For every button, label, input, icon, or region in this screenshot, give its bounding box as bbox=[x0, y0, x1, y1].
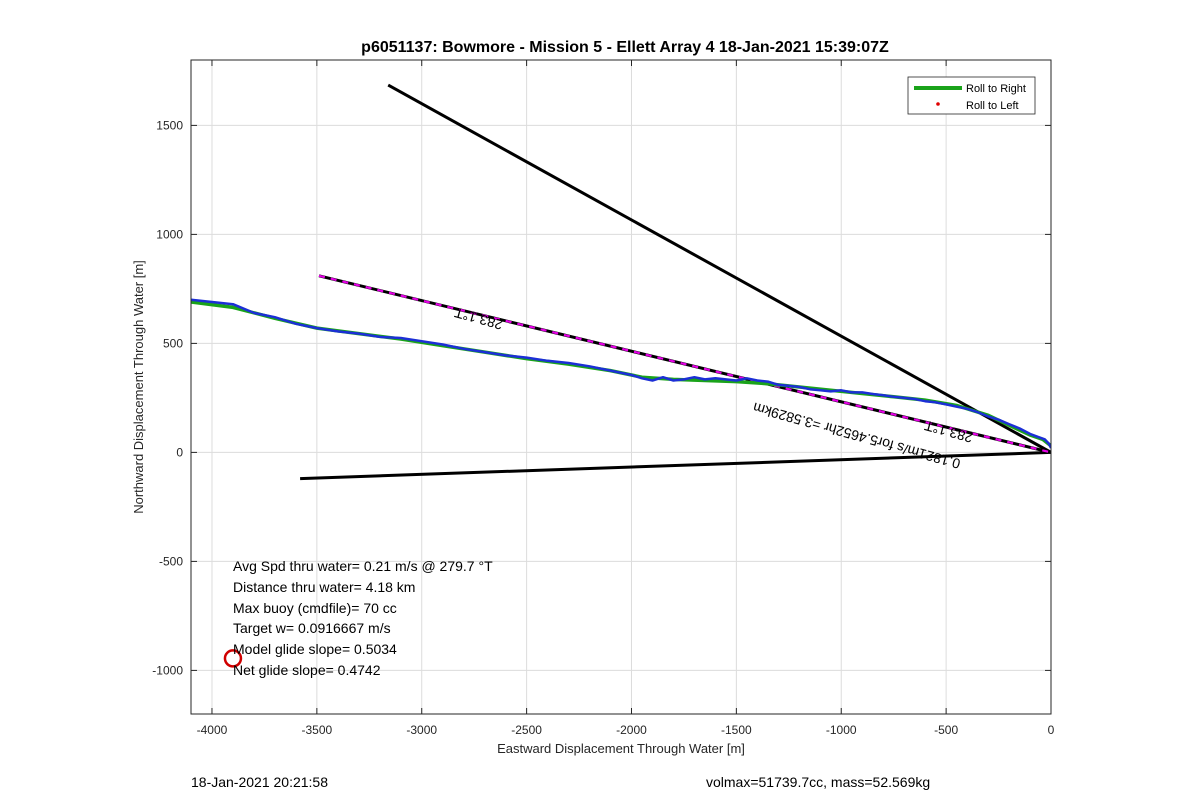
line-lower-bound bbox=[300, 450, 1051, 481]
x-tick-label: -2500 bbox=[511, 723, 542, 737]
y-tick-label: -500 bbox=[159, 554, 183, 568]
stat-model-glide: Model glide slope= 0.5034 bbox=[233, 641, 397, 657]
axes-box bbox=[190, 59, 1052, 715]
ticks: -4000 -3500 -3000 -2500 -2000 -1500 -1000 -500 0… bbox=[152, 60, 1055, 737]
chart-title: p6051137: Bowmore - Mission 5 - Ellett A… bbox=[361, 39, 889, 56]
legend-label-roll-right: Roll to Right bbox=[966, 83, 1026, 95]
x-tick-label: -3000 bbox=[406, 723, 437, 737]
series-track bbox=[191, 298, 1051, 449]
stats-block: Avg Spd thru water= 0.21 m/s @ 279.7 °T … bbox=[233, 558, 493, 678]
line-upper-bound bbox=[387, 83, 1051, 454]
legend-label-roll-left: Roll to Left bbox=[966, 100, 1019, 112]
x-tick-label: -2000 bbox=[616, 723, 647, 737]
y-tick-label: 0 bbox=[176, 445, 183, 459]
stat-max-buoy: Max buoy (cmdfile)= 70 cc bbox=[233, 600, 397, 616]
y-tick-label: 1500 bbox=[156, 118, 183, 132]
x-tick-label: -500 bbox=[934, 723, 958, 737]
legend: Roll to Right Roll to Left bbox=[907, 76, 1036, 115]
stat-distance: Distance thru water= 4.18 km bbox=[233, 579, 415, 595]
plot-area bbox=[191, 60, 1051, 714]
x-tick-label: -1500 bbox=[721, 723, 752, 737]
start-marker bbox=[223, 649, 243, 668]
stat-target-w: Target w= 0.0916667 m/s bbox=[233, 620, 391, 636]
y-tick-label: 500 bbox=[163, 336, 183, 350]
x-tick-label: -3500 bbox=[302, 723, 333, 737]
footer-timestamp: 18-Jan-2021 20:21:58 bbox=[191, 774, 328, 790]
y-axis-label: Northward Displacement Through Water [m] bbox=[131, 260, 146, 514]
legend-box bbox=[907, 76, 1036, 115]
x-axis-label: Eastward Displacement Through Water [m] bbox=[497, 741, 745, 756]
stat-avg-speed: Avg Spd thru water= 0.21 m/s @ 279.7 °T bbox=[233, 558, 493, 574]
x-tick-label: -1000 bbox=[826, 723, 857, 737]
x-tick-label: 0 bbox=[1048, 723, 1055, 737]
x-tick-label: -4000 bbox=[197, 723, 228, 737]
legend-swatch-roll-left bbox=[936, 102, 940, 106]
plot-content bbox=[191, 83, 1051, 668]
y-tick-label: -1000 bbox=[152, 663, 183, 677]
footer-vehicle-info: volmax=51739.7cc, mass=52.569kg bbox=[706, 774, 930, 790]
stat-net-glide: Net glide slope= 0.4742 bbox=[233, 662, 381, 678]
series-layer bbox=[191, 83, 1051, 668]
line-mean-heading-dash bbox=[318, 274, 1051, 454]
y-tick-label: 1000 bbox=[156, 227, 183, 241]
